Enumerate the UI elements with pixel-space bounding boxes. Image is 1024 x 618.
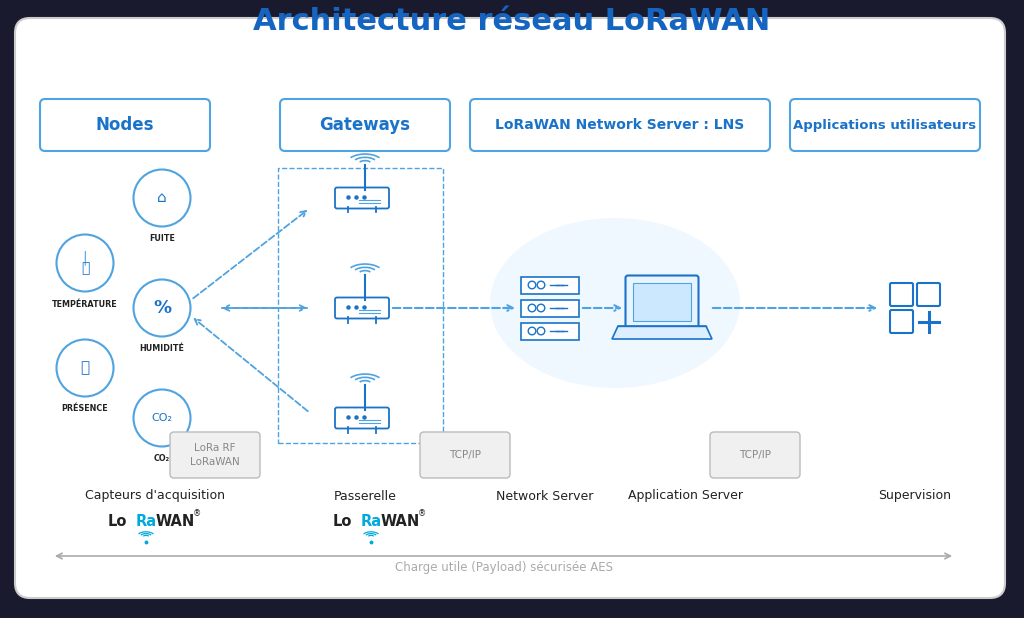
Text: 🌡: 🌡 xyxy=(81,261,89,276)
Text: HUMIDITÉ: HUMIDITÉ xyxy=(139,344,184,353)
Text: ®: ® xyxy=(418,509,426,519)
Bar xyxy=(521,276,579,294)
Text: WAN: WAN xyxy=(380,514,420,528)
FancyBboxPatch shape xyxy=(170,432,260,478)
FancyBboxPatch shape xyxy=(918,283,940,306)
FancyBboxPatch shape xyxy=(420,432,510,478)
Text: Ra: Ra xyxy=(360,514,382,528)
FancyBboxPatch shape xyxy=(790,99,980,151)
Text: Ra: Ra xyxy=(135,514,157,528)
FancyBboxPatch shape xyxy=(335,187,389,208)
Text: Capteurs d'acquisition: Capteurs d'acquisition xyxy=(85,489,225,502)
Text: CO₂: CO₂ xyxy=(152,413,172,423)
Text: Network Server: Network Server xyxy=(497,489,594,502)
FancyBboxPatch shape xyxy=(470,99,770,151)
Text: Supervision: Supervision xyxy=(879,489,951,502)
FancyBboxPatch shape xyxy=(40,99,210,151)
Text: Application Server: Application Server xyxy=(628,489,742,502)
Text: TCP/IP: TCP/IP xyxy=(739,450,771,460)
Text: Charge utile (Payload) sécurisée AES: Charge utile (Payload) sécurisée AES xyxy=(395,562,613,575)
FancyBboxPatch shape xyxy=(335,297,389,318)
Text: %: % xyxy=(153,299,171,317)
Text: CO₂: CO₂ xyxy=(154,454,170,463)
FancyBboxPatch shape xyxy=(335,407,389,428)
FancyBboxPatch shape xyxy=(890,310,913,333)
Bar xyxy=(633,283,691,321)
Text: Nodes: Nodes xyxy=(96,116,155,134)
Text: Applications utilisateurs: Applications utilisateurs xyxy=(794,119,977,132)
Text: PRÉSENCE: PRÉSENCE xyxy=(61,404,109,413)
Polygon shape xyxy=(612,326,712,339)
Ellipse shape xyxy=(490,218,740,388)
Text: WAN: WAN xyxy=(156,514,195,528)
Text: Passerelle: Passerelle xyxy=(334,489,396,502)
FancyBboxPatch shape xyxy=(890,283,913,306)
FancyBboxPatch shape xyxy=(710,432,800,478)
Text: Gateways: Gateways xyxy=(319,116,411,134)
Text: FUITE: FUITE xyxy=(150,234,175,243)
Text: LoRaWAN Network Server : LNS: LoRaWAN Network Server : LNS xyxy=(496,118,744,132)
Text: TCP/IP: TCP/IP xyxy=(449,450,481,460)
Text: LoRa RF
LoRaWAN: LoRa RF LoRaWAN xyxy=(190,443,240,467)
Text: ⌂: ⌂ xyxy=(158,190,167,206)
Bar xyxy=(521,323,579,339)
Text: TEMPÉRATURE: TEMPÉRATURE xyxy=(52,300,118,309)
FancyBboxPatch shape xyxy=(280,99,450,151)
FancyBboxPatch shape xyxy=(15,18,1005,598)
Text: ®: ® xyxy=(193,509,201,519)
Text: |: | xyxy=(83,250,87,265)
Text: Architecture réseau LoRaWAN: Architecture réseau LoRaWAN xyxy=(253,7,771,35)
FancyBboxPatch shape xyxy=(626,276,698,329)
Bar xyxy=(521,300,579,316)
Text: Lo: Lo xyxy=(333,514,351,528)
Text: 🚶: 🚶 xyxy=(81,360,89,376)
Text: Lo: Lo xyxy=(108,514,127,528)
